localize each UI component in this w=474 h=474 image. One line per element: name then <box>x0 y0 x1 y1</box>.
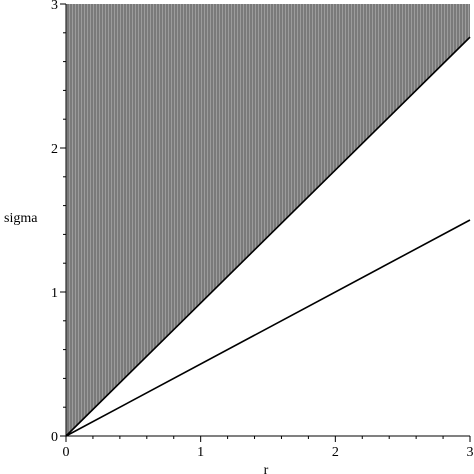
x-axis-label: r <box>264 463 269 474</box>
y-axis-label: sigma <box>4 211 38 226</box>
y-tick-label: 2 <box>51 142 58 157</box>
shaded-region <box>66 4 470 436</box>
y-tick-label: 0 <box>51 430 58 445</box>
x-tick-label: 2 <box>332 445 339 460</box>
series-line-1 <box>65 36 471 437</box>
x-tick-label: 0 <box>63 445 70 460</box>
y-tick-label: 3 <box>51 0 58 13</box>
x-tick-label: 3 <box>467 445 474 460</box>
series-line-2 <box>65 219 471 437</box>
y-tick-label: 1 <box>51 286 58 301</box>
x-tick-label: 1 <box>197 445 204 460</box>
